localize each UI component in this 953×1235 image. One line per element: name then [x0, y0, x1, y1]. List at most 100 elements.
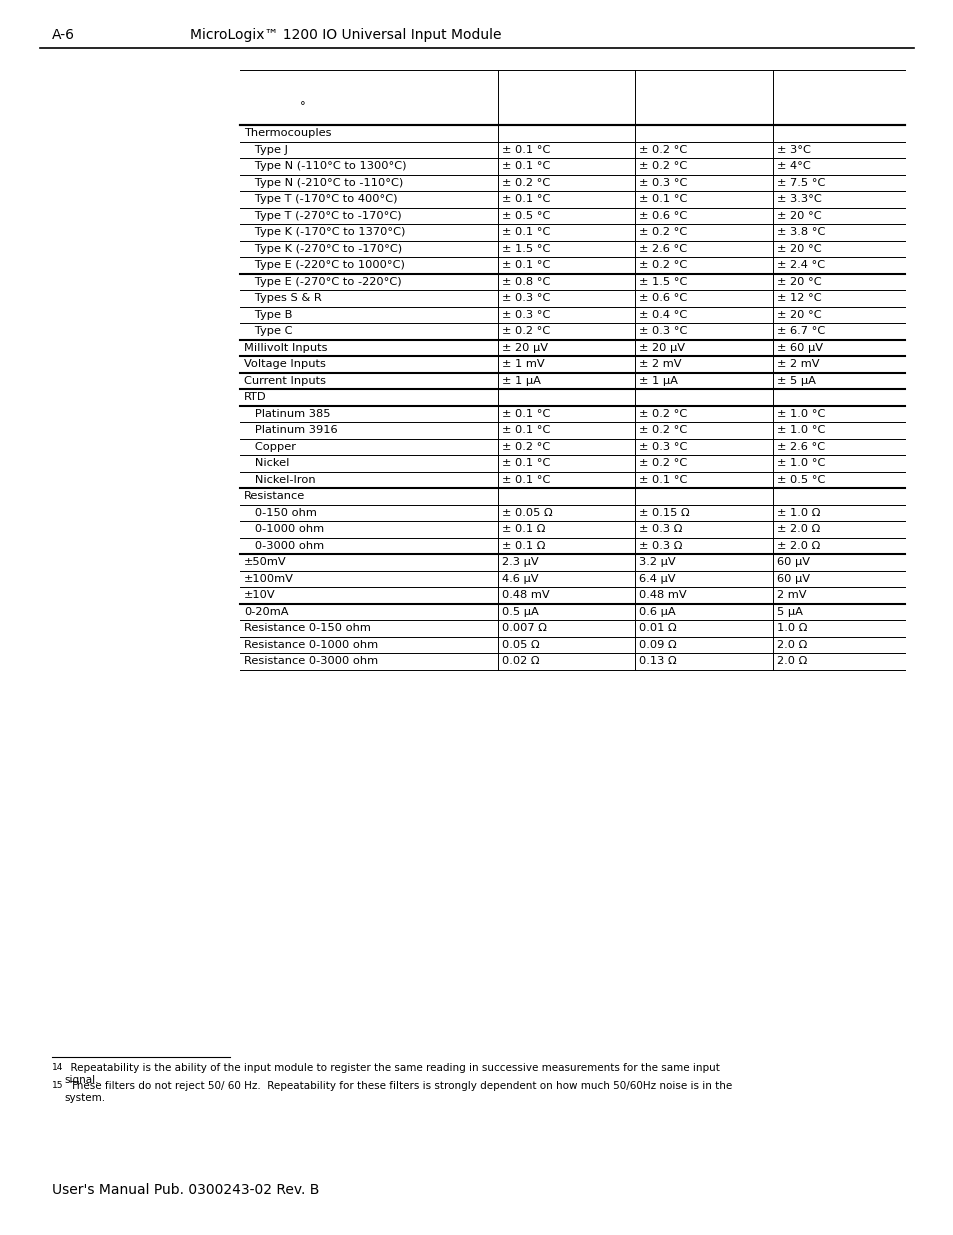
Text: Types S & R: Types S & R	[244, 293, 321, 304]
Text: ± 20 μV: ± 20 μV	[501, 343, 547, 353]
Text: ± 0.2 °C: ± 0.2 °C	[501, 442, 550, 452]
Text: A-6: A-6	[52, 28, 75, 42]
Text: ± 1 mV: ± 1 mV	[501, 359, 544, 369]
Text: Platinum 3916: Platinum 3916	[244, 425, 337, 435]
Text: ± 3.8 °C: ± 3.8 °C	[776, 227, 824, 237]
Text: ± 5 μA: ± 5 μA	[776, 375, 815, 385]
Text: Repeatability is the ability of the input module to register the same reading in: Repeatability is the ability of the inpu…	[64, 1063, 720, 1084]
Text: 0.05 Ω: 0.05 Ω	[501, 640, 539, 650]
Text: ± 2.0 Ω: ± 2.0 Ω	[776, 524, 820, 535]
Text: ± 0.2 °C: ± 0.2 °C	[501, 326, 550, 336]
Text: Type T (-270°C to -170°C): Type T (-270°C to -170°C)	[244, 211, 401, 221]
Text: MicroLogix™ 1200 IO Universal Input Module: MicroLogix™ 1200 IO Universal Input Modu…	[190, 28, 501, 42]
Text: ± 7.5 °C: ± 7.5 °C	[776, 178, 824, 188]
Text: ± 4°C: ± 4°C	[776, 162, 810, 172]
Text: Type C: Type C	[244, 326, 293, 336]
Text: ± 1.0 °C: ± 1.0 °C	[776, 409, 824, 419]
Text: 0.48 mV: 0.48 mV	[639, 590, 686, 600]
Text: ± 2.4 °C: ± 2.4 °C	[776, 261, 824, 270]
Text: ± 0.1 °C: ± 0.1 °C	[501, 458, 550, 468]
Text: ± 0.6 °C: ± 0.6 °C	[639, 211, 686, 221]
Text: Resistance: Resistance	[244, 492, 305, 501]
Text: Type K (-270°C to -170°C): Type K (-270°C to -170°C)	[244, 243, 402, 253]
Text: 6.4 μV: 6.4 μV	[639, 574, 675, 584]
Text: 0.13 Ω: 0.13 Ω	[639, 656, 676, 666]
Text: RTD: RTD	[244, 393, 266, 403]
Text: ± 0.1 °C: ± 0.1 °C	[501, 162, 550, 172]
Text: ± 6.7 °C: ± 6.7 °C	[776, 326, 824, 336]
Text: ± 3.3°C: ± 3.3°C	[776, 194, 821, 204]
Text: 0.6 μA: 0.6 μA	[639, 606, 675, 616]
Text: Type N (-110°C to 1300°C): Type N (-110°C to 1300°C)	[244, 162, 406, 172]
Text: ± 0.8 °C: ± 0.8 °C	[501, 277, 550, 287]
Text: ± 20 °C: ± 20 °C	[776, 243, 821, 253]
Text: ± 0.1 °C: ± 0.1 °C	[501, 194, 550, 204]
Text: Type T (-170°C to 400°C): Type T (-170°C to 400°C)	[244, 194, 397, 204]
Text: Type E (-220°C to 1000°C): Type E (-220°C to 1000°C)	[244, 261, 404, 270]
Text: ±10V: ±10V	[244, 590, 275, 600]
Text: ± 0.05 Ω: ± 0.05 Ω	[501, 508, 552, 517]
Text: ± 0.1 Ω: ± 0.1 Ω	[501, 524, 545, 535]
Text: ± 0.2 °C: ± 0.2 °C	[639, 425, 686, 435]
Text: ± 1 μA: ± 1 μA	[501, 375, 540, 385]
Text: 60 μV: 60 μV	[776, 574, 809, 584]
Text: ± 2.6 °C: ± 2.6 °C	[639, 243, 686, 253]
Text: These filters do not reject 50/ 60 Hz.  Repeatability for these filters is stron: These filters do not reject 50/ 60 Hz. R…	[64, 1081, 732, 1103]
Text: ± 0.2 °C: ± 0.2 °C	[639, 261, 686, 270]
Text: ± 1.0 °C: ± 1.0 °C	[776, 458, 824, 468]
Text: Millivolt Inputs: Millivolt Inputs	[244, 343, 327, 353]
Text: ± 0.15 Ω: ± 0.15 Ω	[639, 508, 689, 517]
Text: 3.2 μV: 3.2 μV	[639, 557, 675, 567]
Text: ± 1.5 °C: ± 1.5 °C	[639, 277, 687, 287]
Text: 2 mV: 2 mV	[776, 590, 805, 600]
Text: 4.6 μV: 4.6 μV	[501, 574, 537, 584]
Text: 0.01 Ω: 0.01 Ω	[639, 624, 676, 634]
Text: ± 0.1 °C: ± 0.1 °C	[501, 144, 550, 154]
Text: Type E (-270°C to -220°C): Type E (-270°C to -220°C)	[244, 277, 401, 287]
Text: Voltage Inputs: Voltage Inputs	[244, 359, 326, 369]
Text: ±100mV: ±100mV	[244, 574, 294, 584]
Text: ± 0.3 °C: ± 0.3 °C	[639, 326, 687, 336]
Text: ± 0.3 °C: ± 0.3 °C	[501, 310, 550, 320]
Text: ± 0.1 °C: ± 0.1 °C	[501, 474, 550, 485]
Text: 0.09 Ω: 0.09 Ω	[639, 640, 676, 650]
Text: Resistance 0-150 ohm: Resistance 0-150 ohm	[244, 624, 371, 634]
Text: ± 0.1 °C: ± 0.1 °C	[501, 261, 550, 270]
Text: 5 μA: 5 μA	[776, 606, 802, 616]
Text: 0-150 ohm: 0-150 ohm	[244, 508, 316, 517]
Text: ± 0.1 °C: ± 0.1 °C	[501, 227, 550, 237]
Text: 0.007 Ω: 0.007 Ω	[501, 624, 546, 634]
Text: Type B: Type B	[244, 310, 292, 320]
Text: 60 μV: 60 μV	[776, 557, 809, 567]
Text: ± 0.6 °C: ± 0.6 °C	[639, 293, 686, 304]
Text: Resistance 0-1000 ohm: Resistance 0-1000 ohm	[244, 640, 377, 650]
Text: ± 0.3 Ω: ± 0.3 Ω	[639, 524, 681, 535]
Text: 14: 14	[52, 1063, 63, 1072]
Text: ± 0.4 °C: ± 0.4 °C	[639, 310, 686, 320]
Text: 15: 15	[52, 1081, 64, 1091]
Text: ± 0.2 °C: ± 0.2 °C	[501, 178, 550, 188]
Text: ± 0.5 °C: ± 0.5 °C	[776, 474, 824, 485]
Text: ± 60 μV: ± 60 μV	[776, 343, 822, 353]
Text: ± 20 μV: ± 20 μV	[639, 343, 684, 353]
Text: ± 12 °C: ± 12 °C	[776, 293, 821, 304]
Text: 0-3000 ohm: 0-3000 ohm	[244, 541, 324, 551]
Text: ± 1.5 °C: ± 1.5 °C	[501, 243, 550, 253]
Text: Platinum 385: Platinum 385	[244, 409, 330, 419]
Text: ± 0.3 °C: ± 0.3 °C	[639, 178, 687, 188]
Text: 2.3 μV: 2.3 μV	[501, 557, 538, 567]
Text: Resistance 0-3000 ohm: Resistance 0-3000 ohm	[244, 656, 377, 666]
Text: ± 2.6 °C: ± 2.6 °C	[776, 442, 824, 452]
Text: 0.02 Ω: 0.02 Ω	[501, 656, 539, 666]
Text: ± 0.1 Ω: ± 0.1 Ω	[501, 541, 545, 551]
Text: 0.5 μA: 0.5 μA	[501, 606, 538, 616]
Text: 2.0 Ω: 2.0 Ω	[776, 640, 806, 650]
Text: 0-20mA: 0-20mA	[244, 606, 288, 616]
Text: ± 0.2 °C: ± 0.2 °C	[639, 144, 686, 154]
Text: Thermocouples: Thermocouples	[244, 128, 331, 138]
Text: ± 0.3 Ω: ± 0.3 Ω	[639, 541, 681, 551]
Text: ± 3°C: ± 3°C	[776, 144, 810, 154]
Text: ± 0.1 °C: ± 0.1 °C	[639, 474, 687, 485]
Text: ± 2 mV: ± 2 mV	[776, 359, 819, 369]
Text: Copper: Copper	[244, 442, 295, 452]
